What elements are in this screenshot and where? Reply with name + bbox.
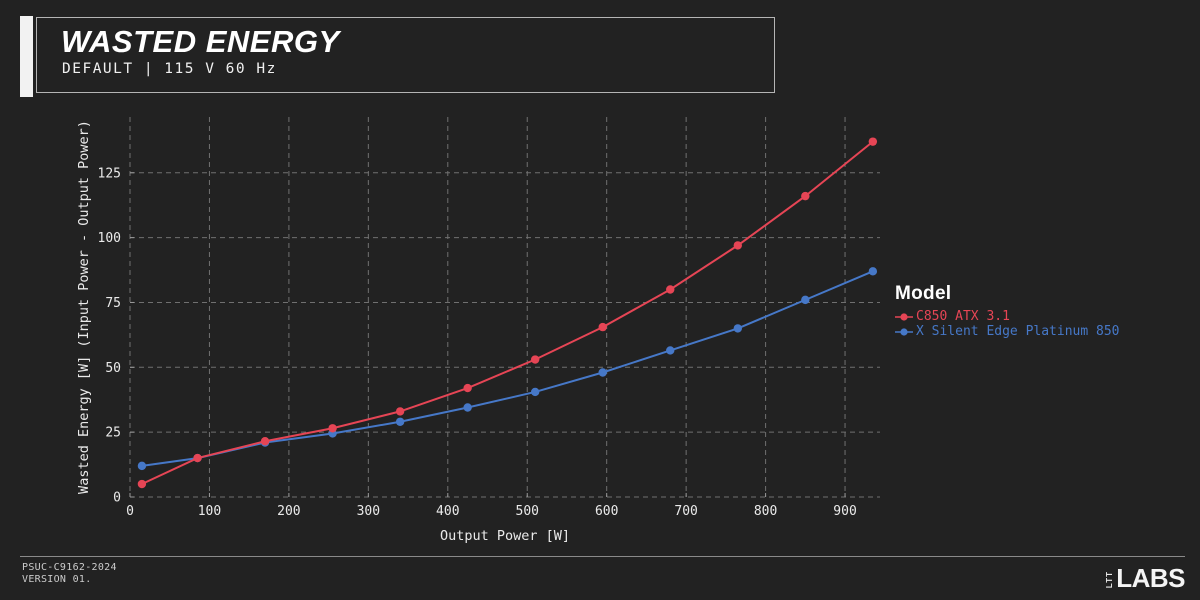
x-tick-label: 600 (595, 504, 618, 519)
legend-entry: C850 ATX 3.1 (895, 310, 1120, 325)
series-c850-atx-3-1 (137, 137, 878, 489)
header-accent-bar (20, 16, 33, 97)
x-tick-label: 300 (357, 504, 380, 519)
document-id: PSUC-C9162-2024 (22, 562, 117, 573)
legend-key-icon (895, 313, 913, 321)
data-point (666, 346, 675, 355)
legend-entries: C850 ATX 3.1 X Silent Edge Platinum 850 (895, 310, 1120, 339)
chart-legend: Model C850 ATX 3.1 X Silent Edge Platinum… (895, 283, 1120, 339)
data-point (463, 383, 472, 393)
document-meta: PSUC-C9162-2024 VERSION 01. (22, 562, 117, 586)
data-point (598, 322, 607, 332)
y-tick-label: 75 (105, 296, 121, 311)
document-version: VERSION 01. (22, 574, 92, 585)
legend-key-icon (895, 328, 913, 336)
data-point (395, 407, 405, 416)
data-point (137, 479, 147, 489)
data-point (868, 137, 878, 146)
y-axis-title: Wasted Energy [W] (Input Power - Output … (76, 120, 92, 494)
legend-title: Model (895, 283, 952, 304)
ltt-labs-logo: LTT LABS (1105, 561, 1185, 591)
x-tick-label: 700 (674, 504, 697, 519)
data-point (733, 241, 742, 250)
x-tick-label: 200 (277, 504, 300, 519)
header-box: WASTED ENERGY DEFAULT | 115 V 60 Hz (36, 17, 775, 93)
x-axis-title: Output Power [W] (440, 528, 570, 544)
logo-labs-text: LABS (1116, 563, 1185, 593)
y-tick-label: 100 (98, 231, 121, 246)
data-point (530, 387, 540, 397)
data-point (666, 285, 675, 294)
y-tick-label: 125 (98, 166, 121, 181)
data-point (193, 453, 202, 463)
series-line (141, 140, 874, 485)
logo-ltt-vertical-text: LTT (1105, 570, 1115, 588)
page-title: WASTED ENERGY (61, 24, 340, 59)
data-point (868, 267, 878, 276)
data-point (328, 424, 337, 433)
axis-ticks (129, 172, 846, 498)
x-tick-label: 900 (833, 504, 856, 519)
data-point (733, 324, 742, 333)
page-subtitle: DEFAULT | 115 V 60 Hz (62, 61, 277, 77)
x-tick-label: 800 (754, 504, 777, 519)
y-tick-label: 50 (105, 361, 121, 376)
legend-entry-label: X Silent Edge Platinum 850 (916, 323, 1120, 339)
grid-lines (129, 117, 880, 498)
x-tick-label: 400 (436, 504, 459, 519)
data-point (137, 461, 147, 471)
legend-entry: X Silent Edge Platinum 850 (895, 323, 1120, 340)
axis-tick-labels: 0 100 200 300 400 500 600 700 800 900 0 25 50 75 100 12… (98, 166, 857, 519)
x-tick-label: 100 (198, 504, 221, 519)
x-tick-label: 500 (516, 504, 539, 519)
footer-divider (20, 556, 1185, 557)
data-point (801, 295, 810, 305)
data-point (463, 403, 472, 412)
series-x-silent-edge-platinum-850 (137, 267, 878, 471)
y-tick-label: 0 (113, 491, 121, 506)
series-line (141, 270, 874, 467)
y-tick-label: 25 (105, 426, 121, 441)
data-point (395, 417, 405, 426)
x-tick-label: 0 (126, 504, 134, 519)
data-point (801, 191, 810, 201)
data-point (598, 368, 607, 377)
data-point (530, 355, 540, 364)
data-point (260, 437, 270, 446)
legend-entry-label: C850 ATX 3.1 (916, 309, 1010, 325)
